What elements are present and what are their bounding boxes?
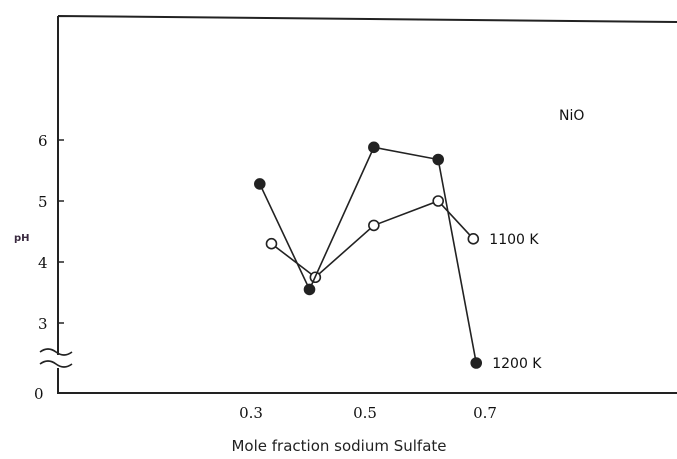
x-axis-ticks: 0.3 0.5 0.7 — [239, 404, 497, 422]
x-tick-label: 0.7 — [473, 404, 497, 422]
y-tick-label: 5 — [38, 193, 48, 211]
data-point — [303, 283, 316, 296]
data-point — [432, 153, 445, 166]
series-label: 1200 K — [492, 356, 542, 372]
data-point — [253, 178, 266, 190]
data-point — [432, 195, 445, 207]
data-point — [368, 141, 380, 154]
series-2: 1200 K — [253, 141, 542, 372]
y-tick-label: 0 — [34, 385, 44, 403]
y-axis-label: pH — [14, 233, 30, 244]
series-label: 1100 K — [489, 232, 539, 248]
plot-frame — [57, 15, 677, 394]
series-1: 1100 K — [265, 195, 539, 284]
data-point — [368, 219, 380, 232]
x-axis-label: Mole fraction sodium Sulfate — [231, 437, 446, 455]
y-tick-label: 3 — [38, 315, 48, 333]
x-tick-label: 0.5 — [353, 404, 377, 422]
series-line — [270, 200, 474, 279]
data-point — [470, 357, 483, 369]
y-tick-label: 6 — [38, 132, 48, 150]
data-point — [467, 233, 480, 245]
series-layer: 1100 K 1200 K — [253, 141, 542, 372]
y-tick-label: 4 — [38, 254, 48, 272]
data-point — [265, 237, 278, 250]
x-tick-label: 0.3 — [239, 404, 263, 422]
chart-annotation: NiO — [559, 108, 584, 124]
y-axis-ticks: 0 3 4 5 6 — [34, 132, 64, 403]
axis-break — [39, 348, 73, 368]
series-line — [259, 146, 478, 364]
